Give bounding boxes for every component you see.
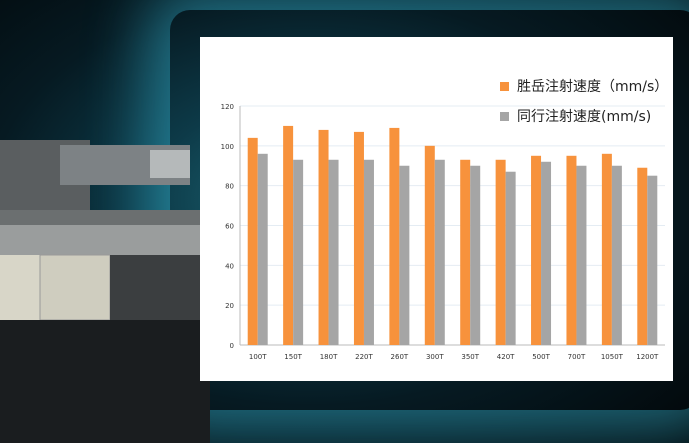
y-tick-label: 120 xyxy=(221,103,234,111)
bar-peer xyxy=(611,165,622,345)
bar-chart: 0 20 40 60 80 100 120 100T 150T 180T 220T 260T 300T 3… xyxy=(221,103,665,361)
x-tick-label: 500T xyxy=(532,353,550,361)
y-tick-label: 20 xyxy=(225,302,234,310)
legend-label: 胜岳注射速度（mm/s） xyxy=(517,79,669,95)
bar-peer xyxy=(328,159,339,345)
injection-machine-image xyxy=(0,140,210,443)
bar-peer xyxy=(505,171,516,345)
x-tick-label: 350T xyxy=(461,353,479,361)
legend-label: 同行注射速度(mm/s) xyxy=(517,109,652,125)
x-tick-label: 180T xyxy=(320,353,338,361)
y-tick-label: 60 xyxy=(225,223,234,231)
bar-peer xyxy=(470,165,481,345)
bar-shengyue xyxy=(283,125,294,346)
legend-swatch xyxy=(500,111,509,121)
bar-peer xyxy=(399,165,410,345)
x-tick-label: 260T xyxy=(391,353,409,361)
y-tick-label: 40 xyxy=(225,262,234,270)
legend: 胜岳注射速度（mm/s） 同行注射速度(mm/s) xyxy=(500,71,668,131)
y-tick-label: 0 xyxy=(230,342,234,350)
legend-item-shengyue: 胜岳注射速度（mm/s） xyxy=(500,71,668,101)
bar-shengyue xyxy=(247,137,258,345)
bar-peer xyxy=(541,161,552,345)
bar-peer xyxy=(363,159,374,345)
x-tick-label: 1050T xyxy=(601,353,624,361)
bar-shengyue xyxy=(460,159,471,345)
legend-item-peer: 同行注射速度(mm/s) xyxy=(500,101,668,131)
legend-swatch xyxy=(500,81,509,91)
bar-peer xyxy=(293,159,304,345)
bar-shengyue xyxy=(531,155,542,345)
x-tick-label: 1200T xyxy=(636,353,659,361)
bar-shengyue xyxy=(424,145,435,345)
bar-peer xyxy=(647,175,658,345)
bar-shengyue xyxy=(495,159,506,345)
bar-shengyue xyxy=(637,167,648,345)
chart-panel: 0 20 40 60 80 100 120 100T 150T 180T 220T 260T 300T 3… xyxy=(200,37,673,381)
x-tick-label: 150T xyxy=(284,353,302,361)
bar-shengyue xyxy=(566,155,577,345)
bar-shengyue xyxy=(389,127,400,346)
x-tick-label: 700T xyxy=(568,353,586,361)
bar-peer xyxy=(257,153,268,345)
y-tick-label: 100 xyxy=(221,143,234,151)
x-tick-label: 300T xyxy=(426,353,444,361)
bar-shengyue xyxy=(353,131,364,345)
bar-peer xyxy=(576,165,587,345)
bar-shengyue xyxy=(601,153,612,345)
bar-peer xyxy=(434,159,445,345)
x-tick-label: 100T xyxy=(249,353,267,361)
x-tick-label: 220T xyxy=(355,353,373,361)
x-tick-label: 420T xyxy=(497,353,515,361)
y-tick-label: 80 xyxy=(225,183,234,191)
bar-shengyue xyxy=(318,129,329,345)
